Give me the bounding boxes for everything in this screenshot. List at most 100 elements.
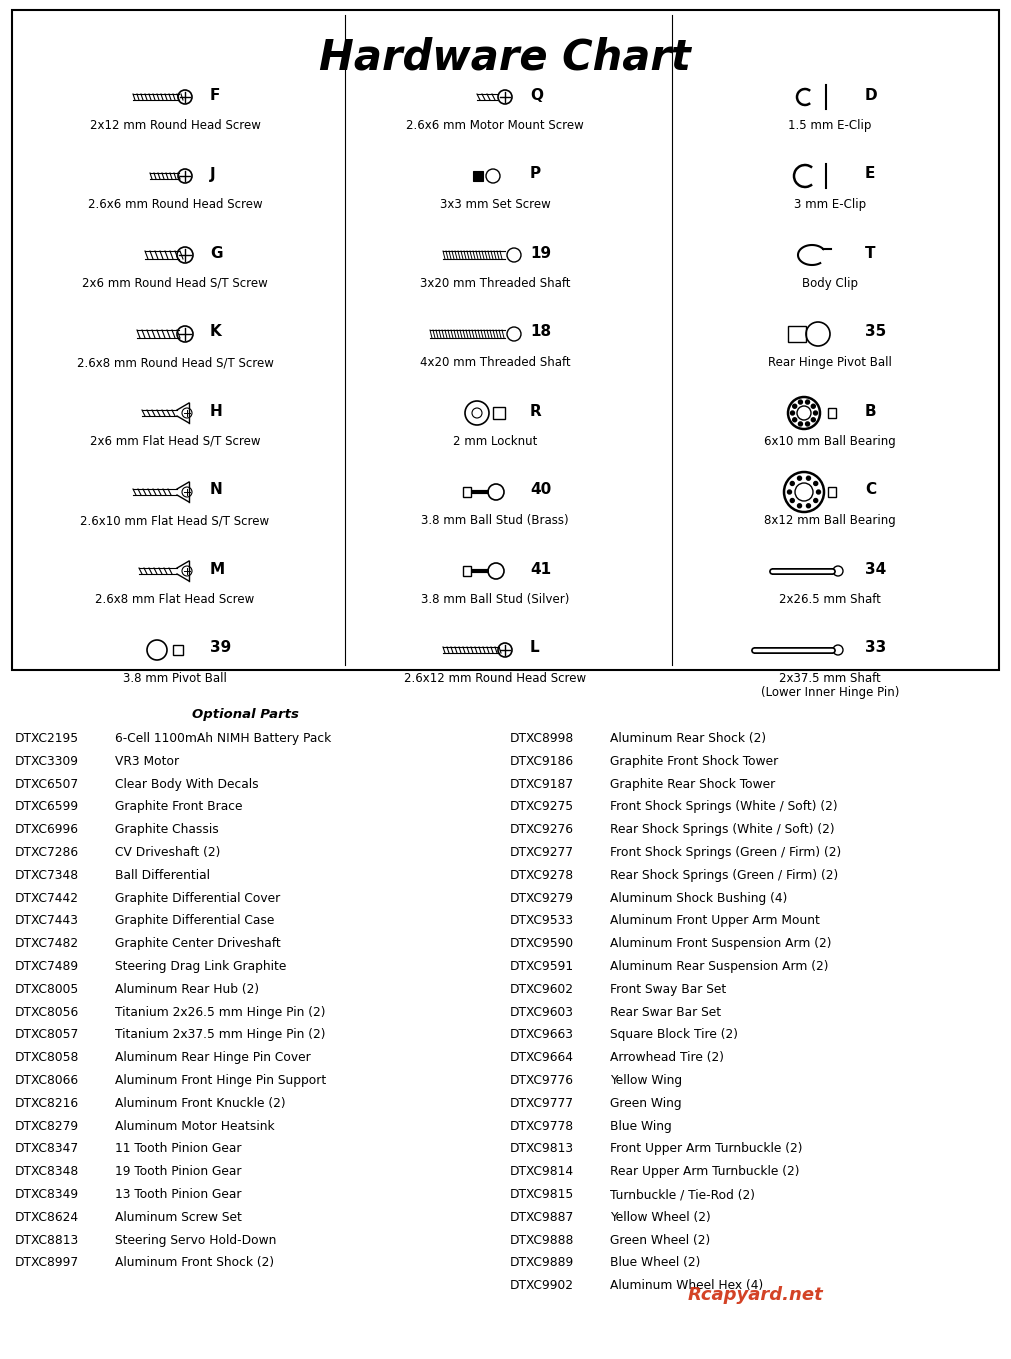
Text: Clear Body With Decals: Clear Body With Decals bbox=[115, 777, 259, 791]
Text: Graphite Chassis: Graphite Chassis bbox=[115, 824, 218, 836]
Text: DTXC7443: DTXC7443 bbox=[15, 915, 79, 927]
Text: 2.6x6 mm Round Head Screw: 2.6x6 mm Round Head Screw bbox=[88, 198, 262, 211]
Text: 4x20 mm Threaded Shaft: 4x20 mm Threaded Shaft bbox=[420, 356, 570, 370]
Text: 6-Cell 1100mAh NIMH Battery Pack: 6-Cell 1100mAh NIMH Battery Pack bbox=[115, 733, 332, 745]
Text: Front Shock Springs (White / Soft) (2): Front Shock Springs (White / Soft) (2) bbox=[610, 800, 838, 814]
Text: T: T bbox=[865, 246, 876, 261]
Text: Titanium 2x37.5 mm Hinge Pin (2): Titanium 2x37.5 mm Hinge Pin (2) bbox=[115, 1029, 326, 1041]
Text: Aluminum Front Upper Arm Mount: Aluminum Front Upper Arm Mount bbox=[610, 915, 820, 927]
Text: DTXC9664: DTXC9664 bbox=[510, 1052, 574, 1064]
Text: DTXC9603: DTXC9603 bbox=[510, 1006, 574, 1019]
Text: 34: 34 bbox=[865, 561, 887, 576]
Circle shape bbox=[791, 410, 795, 414]
Text: DTXC9815: DTXC9815 bbox=[510, 1188, 574, 1201]
Text: DTXC9902: DTXC9902 bbox=[510, 1279, 574, 1292]
Text: 8x12 mm Ball Bearing: 8x12 mm Ball Bearing bbox=[764, 514, 896, 527]
Text: DTXC8005: DTXC8005 bbox=[15, 983, 79, 996]
Text: DTXC8348: DTXC8348 bbox=[15, 1165, 79, 1178]
Text: Blue Wheel (2): Blue Wheel (2) bbox=[610, 1257, 701, 1269]
Text: Aluminum Motor Heatsink: Aluminum Motor Heatsink bbox=[115, 1120, 275, 1132]
Text: VR3 Motor: VR3 Motor bbox=[115, 754, 179, 768]
Circle shape bbox=[788, 491, 792, 495]
Bar bbox=[493, 406, 506, 419]
Text: Turnbuckle / Tie-Rod (2): Turnbuckle / Tie-Rod (2) bbox=[610, 1188, 755, 1201]
Text: N: N bbox=[210, 482, 222, 497]
Text: DTXC7286: DTXC7286 bbox=[15, 847, 79, 859]
Text: Q: Q bbox=[530, 87, 543, 102]
Circle shape bbox=[793, 404, 797, 408]
Text: 2.6x6 mm Motor Mount Screw: 2.6x6 mm Motor Mount Screw bbox=[406, 120, 584, 132]
Text: H: H bbox=[210, 404, 222, 419]
Text: DTXC8066: DTXC8066 bbox=[15, 1074, 79, 1087]
Text: 3x20 mm Threaded Shaft: 3x20 mm Threaded Shaft bbox=[420, 277, 570, 289]
Text: 2x26.5 mm Shaft: 2x26.5 mm Shaft bbox=[779, 593, 881, 606]
Text: Graphite Differential Case: Graphite Differential Case bbox=[115, 915, 274, 927]
Text: 3.8 mm Ball Stud (Silver): 3.8 mm Ball Stud (Silver) bbox=[421, 593, 569, 606]
Text: Front Shock Springs (Green / Firm) (2): Front Shock Springs (Green / Firm) (2) bbox=[610, 847, 841, 859]
Text: F: F bbox=[210, 87, 220, 102]
Text: 2x6 mm Round Head S/T Screw: 2x6 mm Round Head S/T Screw bbox=[82, 277, 268, 289]
Text: J: J bbox=[210, 167, 215, 182]
Bar bbox=[463, 565, 471, 576]
Text: Aluminum Front Suspension Arm (2): Aluminum Front Suspension Arm (2) bbox=[610, 938, 831, 950]
Text: DTXC9187: DTXC9187 bbox=[510, 777, 574, 791]
Text: Yellow Wheel (2): Yellow Wheel (2) bbox=[610, 1211, 711, 1224]
Circle shape bbox=[811, 417, 815, 421]
Text: E: E bbox=[865, 167, 876, 182]
Text: Body Clip: Body Clip bbox=[802, 277, 858, 289]
Circle shape bbox=[807, 504, 811, 508]
Text: Green Wing: Green Wing bbox=[610, 1097, 681, 1110]
Text: M: M bbox=[210, 561, 225, 576]
Text: DTXC8058: DTXC8058 bbox=[15, 1052, 80, 1064]
Text: Aluminum Front Knuckle (2): Aluminum Front Knuckle (2) bbox=[115, 1097, 286, 1110]
Text: C: C bbox=[865, 482, 877, 497]
Text: Aluminum Front Hinge Pin Support: Aluminum Front Hinge Pin Support bbox=[115, 1074, 327, 1087]
Text: DTXC8056: DTXC8056 bbox=[15, 1006, 79, 1019]
Text: DTXC9590: DTXC9590 bbox=[510, 938, 574, 950]
Text: Aluminum Front Shock (2): Aluminum Front Shock (2) bbox=[115, 1257, 274, 1269]
Text: Front Sway Bar Set: Front Sway Bar Set bbox=[610, 983, 726, 996]
Bar bbox=[828, 408, 836, 419]
Text: 2.6x8 mm Round Head S/T Screw: 2.6x8 mm Round Head S/T Screw bbox=[77, 356, 273, 370]
Text: L: L bbox=[530, 640, 540, 655]
Text: Graphite Center Driveshaft: Graphite Center Driveshaft bbox=[115, 938, 281, 950]
Text: 2x12 mm Round Head Screw: 2x12 mm Round Head Screw bbox=[90, 120, 261, 132]
Text: DTXC9275: DTXC9275 bbox=[510, 800, 574, 814]
Text: Aluminum Shock Bushing (4): Aluminum Shock Bushing (4) bbox=[610, 892, 788, 905]
Text: 6x10 mm Ball Bearing: 6x10 mm Ball Bearing bbox=[764, 435, 896, 448]
Text: 2.6x12 mm Round Head Screw: 2.6x12 mm Round Head Screw bbox=[404, 671, 586, 685]
Text: Titanium 2x26.5 mm Hinge Pin (2): Titanium 2x26.5 mm Hinge Pin (2) bbox=[115, 1006, 326, 1019]
Text: 40: 40 bbox=[530, 482, 551, 497]
Text: DTXC9776: DTXC9776 bbox=[510, 1074, 574, 1087]
Text: 3.8 mm Ball Stud (Brass): 3.8 mm Ball Stud (Brass) bbox=[422, 514, 569, 527]
Bar bbox=[463, 487, 471, 497]
Circle shape bbox=[791, 499, 795, 503]
Circle shape bbox=[814, 481, 818, 485]
Text: 2 mm Locknut: 2 mm Locknut bbox=[453, 435, 537, 448]
Text: Optional Parts: Optional Parts bbox=[191, 708, 298, 722]
Text: DTXC9602: DTXC9602 bbox=[510, 983, 574, 996]
Text: DTXC7489: DTXC7489 bbox=[15, 959, 79, 973]
Text: DTXC9777: DTXC9777 bbox=[510, 1097, 574, 1110]
Text: B: B bbox=[865, 404, 877, 419]
Text: (Lower Inner Hinge Pin): (Lower Inner Hinge Pin) bbox=[761, 686, 899, 699]
Text: 41: 41 bbox=[530, 561, 551, 576]
Text: 39: 39 bbox=[210, 640, 232, 655]
Text: 3 mm E-Clip: 3 mm E-Clip bbox=[794, 198, 866, 211]
Text: CV Driveshaft (2): CV Driveshaft (2) bbox=[115, 847, 220, 859]
Text: 2x37.5 mm Shaft: 2x37.5 mm Shaft bbox=[779, 671, 881, 685]
Bar bbox=[788, 326, 806, 342]
Text: P: P bbox=[530, 167, 541, 182]
Text: DTXC9888: DTXC9888 bbox=[510, 1234, 574, 1246]
Circle shape bbox=[806, 421, 810, 425]
Text: Rear Swar Bar Set: Rear Swar Bar Set bbox=[610, 1006, 721, 1019]
Text: Graphite Front Brace: Graphite Front Brace bbox=[115, 800, 243, 814]
Text: DTXC9813: DTXC9813 bbox=[510, 1143, 574, 1155]
Text: Aluminum Rear Hinge Pin Cover: Aluminum Rear Hinge Pin Cover bbox=[115, 1052, 310, 1064]
Text: DTXC9278: DTXC9278 bbox=[510, 868, 574, 882]
Text: Aluminum Rear Hub (2): Aluminum Rear Hub (2) bbox=[115, 983, 259, 996]
Circle shape bbox=[807, 476, 811, 480]
Text: DTXC6507: DTXC6507 bbox=[15, 777, 79, 791]
Text: 13 Tooth Pinion Gear: 13 Tooth Pinion Gear bbox=[115, 1188, 242, 1201]
Text: Graphite Differential Cover: Graphite Differential Cover bbox=[115, 892, 280, 905]
